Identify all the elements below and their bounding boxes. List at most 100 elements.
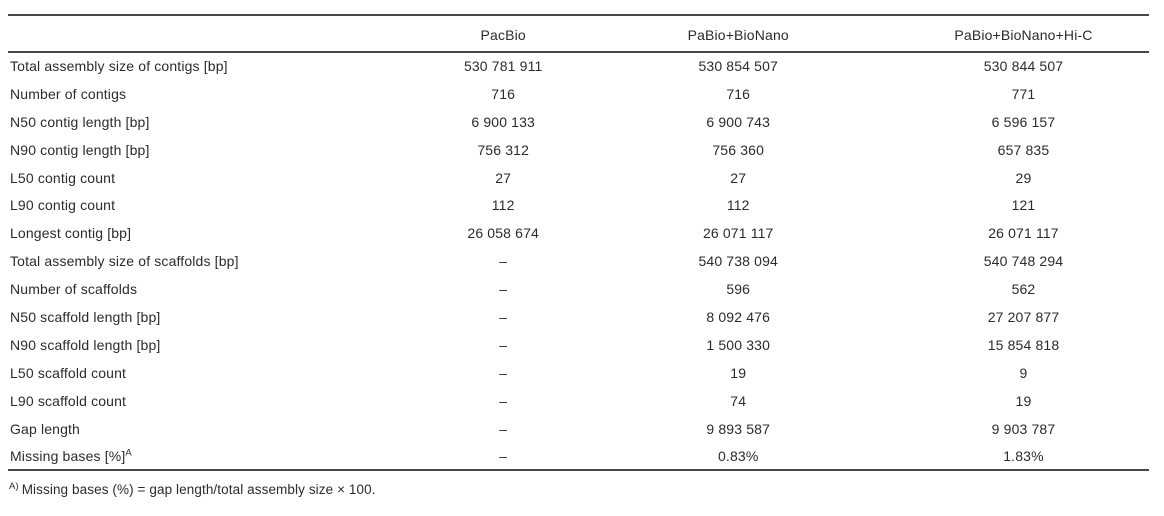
- cell-value: 530 781 911: [463, 58, 543, 75]
- row-label-text: L50 scaffold count: [10, 364, 127, 381]
- table-row: N50 scaffold length [bp] – 8 092 476 27 207…: [8, 303, 1149, 331]
- cell-value: 112: [726, 197, 750, 214]
- cell-value: –: [499, 420, 508, 437]
- row-label-text: Number of scaffolds: [10, 281, 138, 298]
- cell-value: 771: [1011, 85, 1036, 102]
- cell-value: 716: [491, 85, 516, 102]
- cell-value: 26 071 117: [702, 225, 774, 242]
- table-row: L90 scaffold count – 74 19: [8, 387, 1149, 415]
- cell-value: 19: [1015, 392, 1032, 409]
- footnote-marker: A): [9, 480, 19, 492]
- table-row: Total assembly size of scaffolds [bp] – 54…: [8, 247, 1149, 275]
- table-header-row: PacBio PaBio+BioNano PaBio+BioNano+Hi-C: [8, 15, 1149, 53]
- table-body: Total assembly size of contigs [bp] 530 7…: [8, 52, 1149, 470]
- cell-value: 9: [1019, 364, 1028, 381]
- cell-value: 6 900 743: [706, 113, 771, 130]
- table-row: Longest contig [bp] 26 058 674 26 071 117 2…: [8, 219, 1149, 247]
- footnote: A) Missing bases (%) = gap length/total a…: [9, 480, 376, 497]
- cell-value: 0.83%: [717, 447, 759, 464]
- table-row: N90 scaffold length [bp] – 1 500 330 15 854…: [8, 331, 1149, 359]
- column-header: PacBio: [427, 15, 579, 53]
- cell-value: 74: [730, 392, 747, 409]
- cell-value: 9 903 787: [991, 420, 1056, 437]
- cell-value: 756 312: [477, 141, 530, 158]
- row-label: Number of contigs: [8, 80, 428, 108]
- cell-value: 540 738 094: [698, 253, 778, 270]
- row-label-text: Number of contigs: [10, 85, 127, 102]
- cell-value: 26 058 674: [467, 225, 539, 242]
- cell-value: 112: [491, 197, 515, 214]
- table-row: Gap length – 9 893 587 9 903 787: [8, 415, 1149, 443]
- cell-value: 15 854 818: [987, 336, 1060, 353]
- column-header: PaBio+BioNano+Hi-C: [897, 15, 1149, 53]
- cell-value: –: [499, 336, 508, 353]
- table-row: Total assembly size of contigs [bp] 530 7…: [8, 52, 1149, 80]
- cell-value: 530 854 507: [698, 58, 778, 75]
- row-label: L50 contig count: [8, 164, 428, 192]
- table-row: N50 contig length [bp] 6 900 133 6 900 743…: [8, 108, 1149, 136]
- cell-value: –: [499, 392, 508, 409]
- row-label-text: L90 contig count: [10, 197, 116, 214]
- cell-value: 6 596 157: [991, 113, 1056, 130]
- cell-value: –: [499, 447, 508, 464]
- column-header: PaBio+BioNano: [578, 15, 898, 53]
- row-label-text: L90 scaffold count: [10, 392, 127, 409]
- table-row: L50 scaffold count – 19 9: [8, 359, 1149, 387]
- row-label: N90 scaffold length [bp]: [8, 331, 428, 359]
- row-label-text: Total assembly size of scaffolds [bp]: [10, 253, 239, 270]
- cell-value: 657 835: [997, 141, 1050, 158]
- cell-value: 530 844 507: [983, 58, 1064, 75]
- cell-value: 27: [495, 169, 512, 186]
- table-row: Missing bases [%]A – 0.83% 1.83%: [8, 442, 1149, 470]
- assembly-statistics-table-wrap: PacBio PaBio+BioNano PaBio+BioNano+Hi-C To…: [8, 14, 1149, 472]
- row-label-text: L50 contig count: [10, 169, 116, 186]
- cell-value: 27 207 877: [987, 308, 1060, 325]
- row-label: N50 scaffold length [bp]: [8, 303, 428, 331]
- cell-value: 1 500 330: [706, 336, 771, 353]
- cell-value: 29: [1015, 169, 1032, 186]
- cell-value: 540 748 294: [983, 253, 1064, 270]
- cell-value: 121: [1011, 197, 1036, 214]
- row-label-text: Longest contig [bp]: [10, 225, 132, 242]
- column-header-blank: [8, 15, 428, 53]
- row-label-text: N50 contig length [bp]: [10, 113, 150, 130]
- cell-value: 716: [726, 85, 751, 102]
- row-label: Longest contig [bp]: [8, 219, 428, 247]
- cell-value: –: [499, 308, 508, 325]
- cell-value: 1.83%: [1003, 447, 1044, 464]
- row-label-text: Missing bases [%]: [10, 447, 126, 464]
- row-label-text: N90 contig length [bp]: [10, 141, 150, 158]
- cell-value: 8 092 476: [706, 308, 771, 325]
- row-label: L90 contig count: [8, 191, 428, 219]
- assembly-statistics-table: PacBio PaBio+BioNano PaBio+BioNano+Hi-C To…: [8, 14, 1149, 472]
- row-label: Total assembly size of scaffolds [bp]: [8, 247, 428, 275]
- table-header: PacBio PaBio+BioNano PaBio+BioNano+Hi-C: [8, 15, 1149, 53]
- row-label-superscript: A: [125, 447, 132, 459]
- row-label-text: Gap length: [10, 420, 80, 437]
- table-row: Number of contigs 716 716 771: [8, 80, 1149, 108]
- row-label-text: N50 scaffold length [bp]: [10, 308, 161, 325]
- cell-value: 9 893 587: [706, 420, 771, 437]
- cell-value: –: [499, 281, 508, 298]
- row-label-text: N90 scaffold length [bp]: [10, 336, 161, 353]
- cell-value: –: [499, 364, 508, 381]
- cell-value: 26 071 117: [988, 225, 1059, 242]
- table-row: Number of scaffolds – 596 562: [8, 275, 1149, 303]
- cell-value: 596: [726, 281, 751, 298]
- row-label: Total assembly size of contigs [bp]: [8, 52, 428, 80]
- cell-value: 562: [1011, 281, 1036, 298]
- cell-value: –: [499, 253, 508, 270]
- table-row: L50 contig count 27 27 29: [8, 164, 1149, 192]
- row-label: N50 contig length [bp]: [8, 108, 428, 136]
- table-row: N90 contig length [bp] 756 312 756 360 657 …: [8, 136, 1149, 164]
- row-label: Number of scaffolds: [8, 275, 428, 303]
- row-label-text: Total assembly size of contigs [bp]: [10, 58, 228, 75]
- row-label: L90 scaffold count: [8, 387, 428, 415]
- table-row: L90 contig count 112 112 121: [8, 191, 1149, 219]
- cell-value: 756 360: [712, 141, 765, 158]
- cell-value: 6 900 133: [471, 113, 535, 130]
- row-label: N90 contig length [bp]: [8, 136, 428, 164]
- row-label: Missing bases [%]A: [8, 442, 428, 470]
- row-label: L50 scaffold count: [8, 359, 428, 387]
